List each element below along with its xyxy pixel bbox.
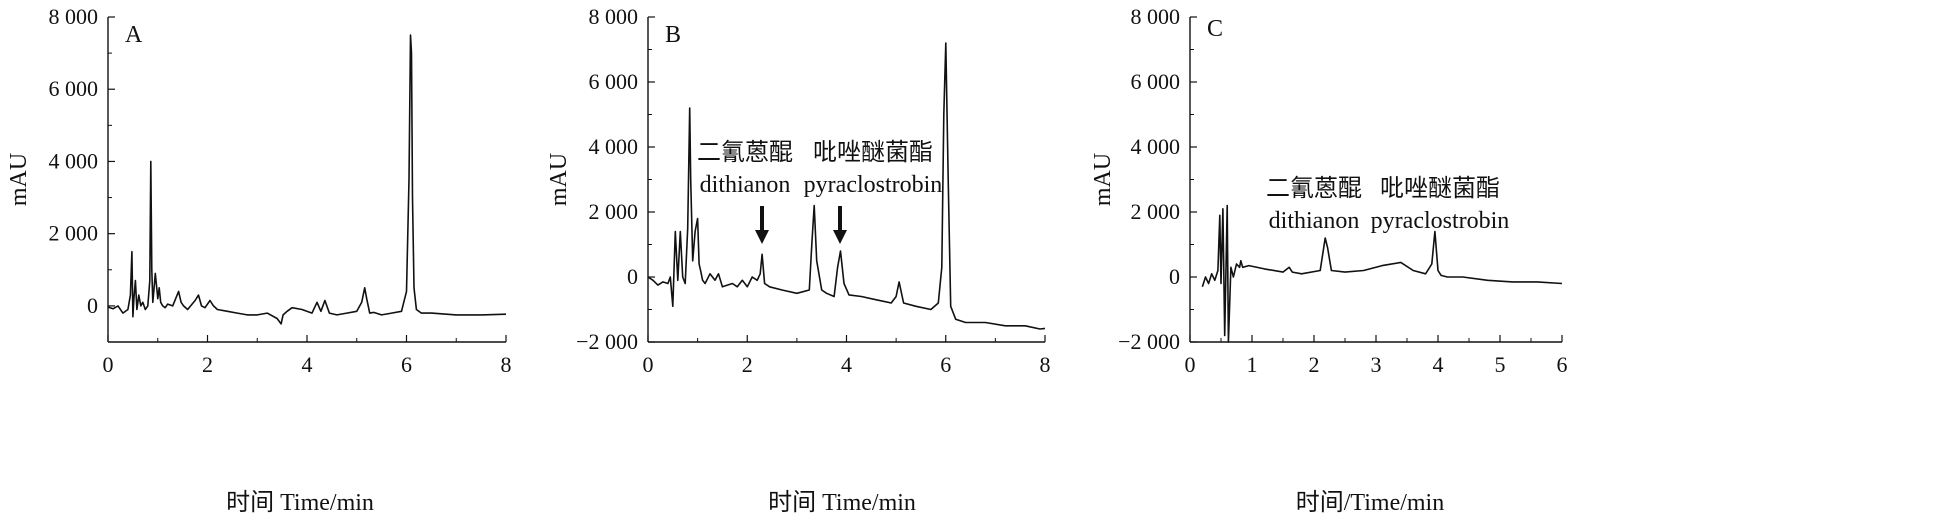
x-axis-title: 时间 Time/min — [768, 489, 916, 516]
x-tick-label: 0 — [103, 352, 114, 377]
y-tick-label: 4 000 — [1131, 134, 1181, 159]
y-tick-label: 0 — [1169, 264, 1180, 289]
y-tick-label: 0 — [627, 264, 638, 289]
x-axis-title: 时间/Time/min — [1296, 489, 1444, 516]
x-tick-label: 2 — [742, 352, 753, 377]
x-tick-label: 5 — [1495, 352, 1506, 377]
chromatogram-trace — [1201, 204, 1563, 343]
y-tick-label: 6 000 — [589, 69, 639, 94]
x-tick-label: 4 — [1433, 352, 1444, 377]
x-tick-label: 6 — [1557, 352, 1568, 377]
x-tick-label: 4 — [302, 352, 313, 377]
x-tick-label: 0 — [643, 352, 654, 377]
peak-annotation-en: pyraclostrobin — [1371, 208, 1510, 234]
y-tick-label: −2 000 — [576, 329, 638, 354]
panel-label: C — [1207, 16, 1223, 42]
y-tick-label: 6 000 — [1131, 69, 1181, 94]
y-tick-label: 0 — [87, 293, 98, 318]
x-tick-label: 4 — [841, 352, 852, 377]
y-tick-label: 4 000 — [49, 148, 99, 173]
x-tick-label: 8 — [501, 352, 512, 377]
x-tick-label: 2 — [202, 352, 213, 377]
peak-annotation-en: dithianon — [1269, 208, 1360, 234]
y-tick-label: 2 000 — [589, 199, 639, 224]
chromatogram-trace — [647, 42, 1046, 330]
y-tick-label: 2 000 — [1131, 199, 1181, 224]
y-tick-label: 8 000 — [49, 4, 99, 29]
x-tick-label: 6 — [401, 352, 412, 377]
peak-annotation-cn: 吡唑醚菌酯 — [1380, 175, 1500, 202]
panel-label: A — [125, 22, 143, 48]
y-tick-label: −2 000 — [1118, 329, 1180, 354]
chromatogram-panel-a: 0 2 000 4 000 6 000 8 000 0 2 4 6 8 时间 Time/min mAU… — [6, 4, 512, 516]
peak-arrow-head — [833, 230, 847, 244]
x-tick-label: 0 — [1185, 352, 1196, 377]
peak-annotation-cn: 二氰蒽醌 — [1266, 175, 1362, 202]
chromatogram-trace — [107, 34, 507, 325]
peak-annotation-en: dithianon — [700, 172, 791, 198]
y-tick-label: 2 000 — [49, 221, 99, 246]
y-axis-title: mAU — [546, 153, 572, 206]
y-tick-label: 8 000 — [1131, 4, 1181, 29]
x-tick-label: 3 — [1371, 352, 1382, 377]
x-tick-label: 2 — [1309, 352, 1320, 377]
peak-annotation-en: pyraclostrobin — [804, 172, 943, 198]
y-axis-title: mAU — [1090, 153, 1116, 206]
x-tick-label: 8 — [1040, 352, 1051, 377]
peak-annotation-cn: 吡唑醚菌酯 — [813, 139, 933, 166]
x-axis-title: 时间 Time/min — [226, 489, 374, 516]
y-tick-label: 6 000 — [49, 76, 99, 101]
panel-label: B — [665, 22, 681, 48]
x-tick-label: 1 — [1247, 352, 1258, 377]
y-tick-label: 4 000 — [589, 134, 639, 159]
peak-arrow-head — [755, 230, 769, 244]
x-tick-label: 6 — [940, 352, 951, 377]
y-axis-title: mAU — [6, 153, 32, 206]
peak-annotation-cn: 二氰蒽醌 — [697, 139, 793, 166]
y-tick-label: 8 000 — [589, 4, 639, 29]
